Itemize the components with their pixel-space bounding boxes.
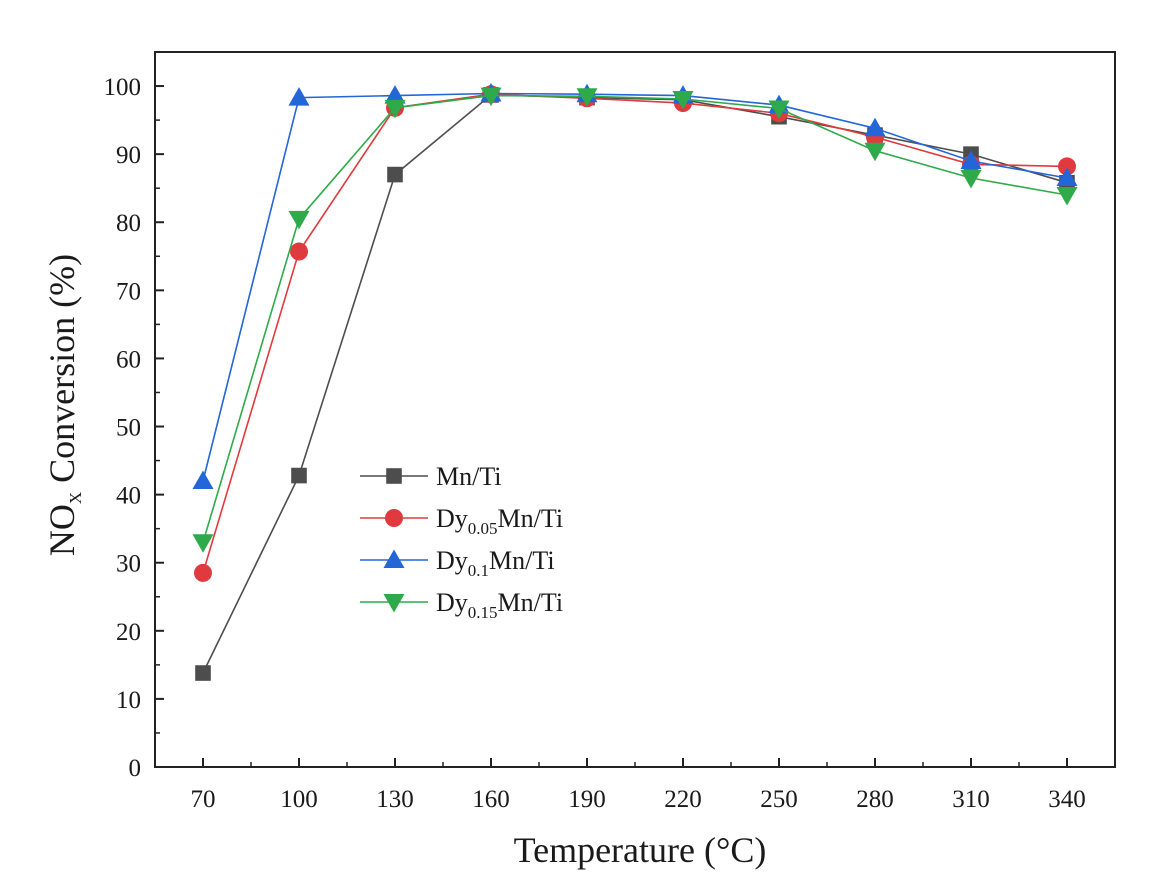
- series-4-point: [384, 99, 406, 119]
- series-4-point: [1056, 187, 1078, 206]
- y-tick-label: 40: [116, 483, 141, 510]
- y-axis-title-rest: Conversion (%): [42, 254, 82, 492]
- legend-item-4: Dy0.15Mn/Ti: [360, 588, 563, 622]
- series-3-point: [960, 150, 982, 169]
- series-3-point: [1056, 167, 1078, 186]
- series-3-line: [202, 92, 1068, 482]
- legend-marker: [386, 468, 402, 484]
- x-tick-label: 130: [376, 786, 414, 813]
- series-1-point: [387, 166, 403, 183]
- legend-label: Dy0.15Mn/Ti: [436, 588, 563, 622]
- legend-label-sub: 0.15: [468, 603, 498, 622]
- series-2-line: [202, 93, 1068, 574]
- x-axis-title: Temperature (°C): [514, 830, 767, 870]
- x-tick-label: 190: [568, 786, 606, 813]
- series-4-point: [768, 100, 790, 120]
- x-tick-label: 70: [191, 786, 216, 813]
- y-tick-label: 60: [116, 346, 141, 373]
- legend-label-sub: 0.05: [468, 519, 498, 538]
- y-axis: 0 10 20 30 40 50 60 70 80 90 100: [104, 74, 164, 782]
- x-tick-label: 220: [664, 786, 702, 813]
- legend-label-pre: Dy: [436, 504, 468, 533]
- legend-label: Mn/Ti: [436, 462, 502, 491]
- y-axis-title-sub: X: [66, 492, 85, 504]
- series-1-point: [291, 467, 307, 484]
- series-4-point: [960, 169, 982, 189]
- series-1-line: [202, 94, 1068, 674]
- series-4-line: [202, 94, 1068, 543]
- legend-item-1: Mn/Ti: [360, 462, 502, 491]
- series-4-point: [288, 210, 310, 230]
- series-1-point: [195, 665, 211, 681]
- legend-label-post: Mn/Ti: [489, 546, 555, 575]
- x-tick-label: 160: [472, 786, 510, 813]
- legend-label-post: Mn/Ti: [498, 504, 564, 533]
- y-tick-label: 20: [116, 619, 141, 646]
- legend-item-2: Dy0.05Mn/Ti: [360, 504, 563, 538]
- y-tick-label: 10: [116, 687, 141, 714]
- legend-item-3: Dy0.1Mn/Ti: [360, 546, 555, 580]
- y-tick-label: 0: [129, 755, 142, 782]
- series-4-point: [480, 87, 502, 107]
- y-tick-label: 80: [116, 210, 141, 237]
- x-tick-label: 310: [952, 786, 990, 813]
- y-tick-label: 50: [116, 415, 141, 442]
- legend-label: Dy0.05Mn/Ti: [436, 504, 563, 538]
- series-3-point: [288, 87, 310, 106]
- y-axis-title-main: NO: [42, 504, 82, 556]
- series-4: [192, 87, 1078, 553]
- legend-marker: [385, 509, 403, 527]
- series-3: [192, 83, 1078, 489]
- series-layer: [192, 83, 1078, 681]
- legend-label-pre: Dy: [436, 546, 468, 575]
- series-4-point: [192, 534, 214, 553]
- series-2-point: [290, 242, 308, 261]
- series-4-point: [864, 142, 886, 162]
- legend-marker: [383, 549, 405, 568]
- series-2: [194, 85, 1076, 582]
- x-tick-label: 280: [856, 786, 894, 813]
- y-axis-title: NOX Conversion (%): [42, 254, 85, 556]
- series-4-point: [672, 90, 694, 110]
- x-tick-label: 250: [760, 786, 798, 813]
- legend-label-pre: Mn/Ti: [436, 462, 502, 491]
- legend-marker: [383, 594, 405, 613]
- y-tick-label: 70: [116, 278, 141, 305]
- series-3-point: [192, 470, 214, 489]
- x-tick-label: 340: [1048, 786, 1086, 813]
- y-tick-label: 100: [104, 74, 142, 101]
- x-tick-label: 100: [280, 786, 318, 813]
- legend-label-pre: Dy: [436, 588, 468, 617]
- y-tick-label: 30: [116, 551, 141, 578]
- series-4-point: [576, 88, 598, 107]
- series-3-point: [384, 85, 406, 104]
- series-3-point: [864, 117, 886, 137]
- legend-label: Dy0.1Mn/Ti: [436, 546, 555, 580]
- x-axis: 70 100 130 160 190 220 250 280 310 340: [191, 758, 1086, 813]
- series-2-point: [1058, 157, 1076, 176]
- series-2-point: [194, 563, 212, 582]
- series-1: [195, 87, 1075, 681]
- legend-label-post: Mn/Ti: [498, 588, 564, 617]
- legend-label-sub: 0.1: [468, 561, 489, 580]
- y-tick-label: 90: [116, 142, 141, 169]
